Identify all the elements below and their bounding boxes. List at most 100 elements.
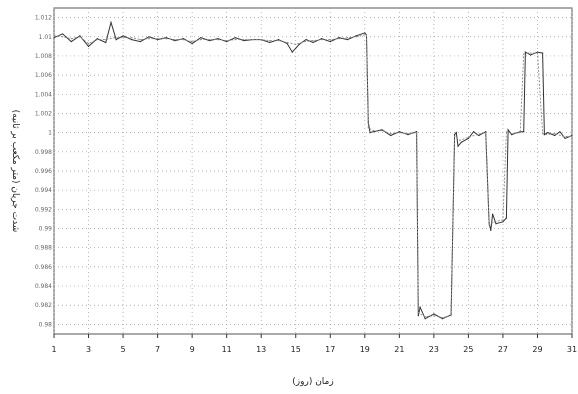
series-1-point [407, 134, 409, 136]
series-1-point [455, 132, 457, 134]
series-layer [53, 20, 573, 320]
series-1-point [182, 38, 185, 40]
series-1-point [157, 39, 159, 41]
series-1-point [243, 40, 245, 42]
series-1-point [511, 134, 513, 136]
plot-frame [53, 7, 573, 335]
series-1-point [543, 134, 546, 136]
series-2-point [191, 41, 193, 43]
series-1-point [398, 131, 400, 133]
series-1-point [305, 39, 307, 41]
series-1-point [174, 40, 176, 42]
x-tick-label: 5 [121, 345, 126, 354]
series-1-point [79, 35, 81, 37]
series-1-point [424, 318, 426, 320]
series-2-point [113, 37, 115, 39]
series-2-point [505, 131, 507, 133]
series-1-point [536, 51, 539, 53]
series-1-point [226, 41, 228, 43]
series-1-point [234, 37, 236, 39]
series-2-point [459, 139, 461, 141]
series-2-point [424, 316, 426, 318]
series-2-point [416, 132, 418, 134]
y-tick-label: 0.994 [35, 187, 52, 194]
series-2-point [157, 38, 159, 40]
series-2-point [208, 39, 210, 41]
series-2-point [243, 39, 245, 41]
series-1-point [460, 141, 463, 143]
series-2-point [53, 35, 55, 37]
series-2-point [148, 38, 150, 40]
series-2-point [398, 132, 400, 134]
series-2-point [364, 34, 366, 36]
y-tick-label: 0.992 [35, 206, 52, 213]
x-tick-label: 11 [222, 345, 232, 354]
series-1-point [485, 131, 487, 133]
series-1-point [390, 134, 392, 137]
series-1-point [286, 42, 288, 45]
x-tick-label: 27 [498, 345, 508, 354]
x-tick-label: 15 [291, 345, 301, 354]
x-tick-label: 31 [567, 345, 577, 354]
series-2-point [433, 315, 435, 317]
series-2-point [511, 133, 513, 135]
series-2-point [454, 135, 456, 138]
series-2-point [122, 37, 124, 39]
series-2-point [62, 36, 64, 38]
series-1-point [554, 134, 556, 137]
series-2-point [488, 224, 490, 226]
series-2-point [286, 41, 288, 44]
series-1-point [530, 54, 532, 56]
series-2-point [269, 40, 271, 42]
series-1-point [208, 40, 210, 42]
y-tick-label: 1.002 [35, 110, 52, 117]
y-tick-label: 0.98 [39, 321, 53, 328]
series-2-point [519, 132, 521, 134]
series-2-point [174, 39, 176, 41]
series-1-point [329, 41, 331, 43]
series-1-point [312, 41, 314, 44]
series-1-point [200, 37, 202, 39]
series-2-point [200, 39, 202, 41]
series-2-point [545, 134, 547, 136]
series-2-point [372, 130, 374, 132]
series-2-point [571, 135, 573, 138]
series-2-point [450, 315, 452, 317]
y-tick-label: 0.99 [39, 226, 53, 233]
series-2-point [226, 40, 228, 42]
series-1-point [490, 229, 492, 231]
series-2-point [390, 133, 392, 135]
series-2-point [321, 39, 323, 41]
series-1-point [131, 39, 133, 41]
series-1-point [369, 132, 371, 134]
series-1-point [139, 41, 141, 43]
series-2-point [476, 134, 478, 136]
series-1-point [191, 42, 193, 45]
series-1-point [417, 315, 419, 317]
series-2-point [260, 39, 262, 41]
series-1-point [346, 39, 349, 41]
series-2-point [277, 40, 280, 42]
series-2-point [312, 40, 314, 42]
series-2-point [467, 136, 469, 138]
series-1-point [277, 39, 280, 41]
x-tick-label: 21 [394, 345, 404, 354]
series-2-point [303, 41, 305, 43]
series-2-point [417, 312, 419, 314]
series-1-point [372, 131, 374, 133]
series-1-point [53, 37, 55, 39]
y-tick-label: 1.008 [35, 53, 52, 60]
series-1-point [355, 35, 357, 37]
y-axis-title: شدت جریان (متر مکعب بر ثانیه) [10, 110, 20, 233]
series-2-point [502, 219, 504, 221]
series-2-point [536, 52, 539, 54]
y-axis-ticks: 0.98 0.982 0.984 0.986 0.988 0.99 0.992 0.994 0.… [35, 15, 52, 329]
series-1-point [495, 223, 497, 225]
series-1-point [148, 36, 150, 38]
x-tick-label: 19 [360, 345, 370, 354]
series-1-point [381, 129, 383, 131]
series-2-point [523, 53, 525, 55]
series-1-point [165, 37, 167, 39]
series-1-point [291, 51, 293, 53]
series-2-point [407, 133, 409, 135]
